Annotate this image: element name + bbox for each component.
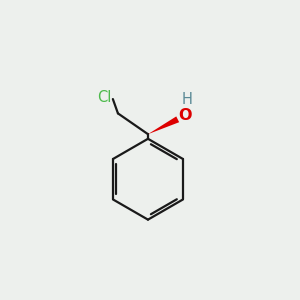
Text: Cl: Cl [97,90,111,105]
Polygon shape [148,116,179,134]
Text: O: O [178,108,192,123]
Text: H: H [182,92,193,107]
